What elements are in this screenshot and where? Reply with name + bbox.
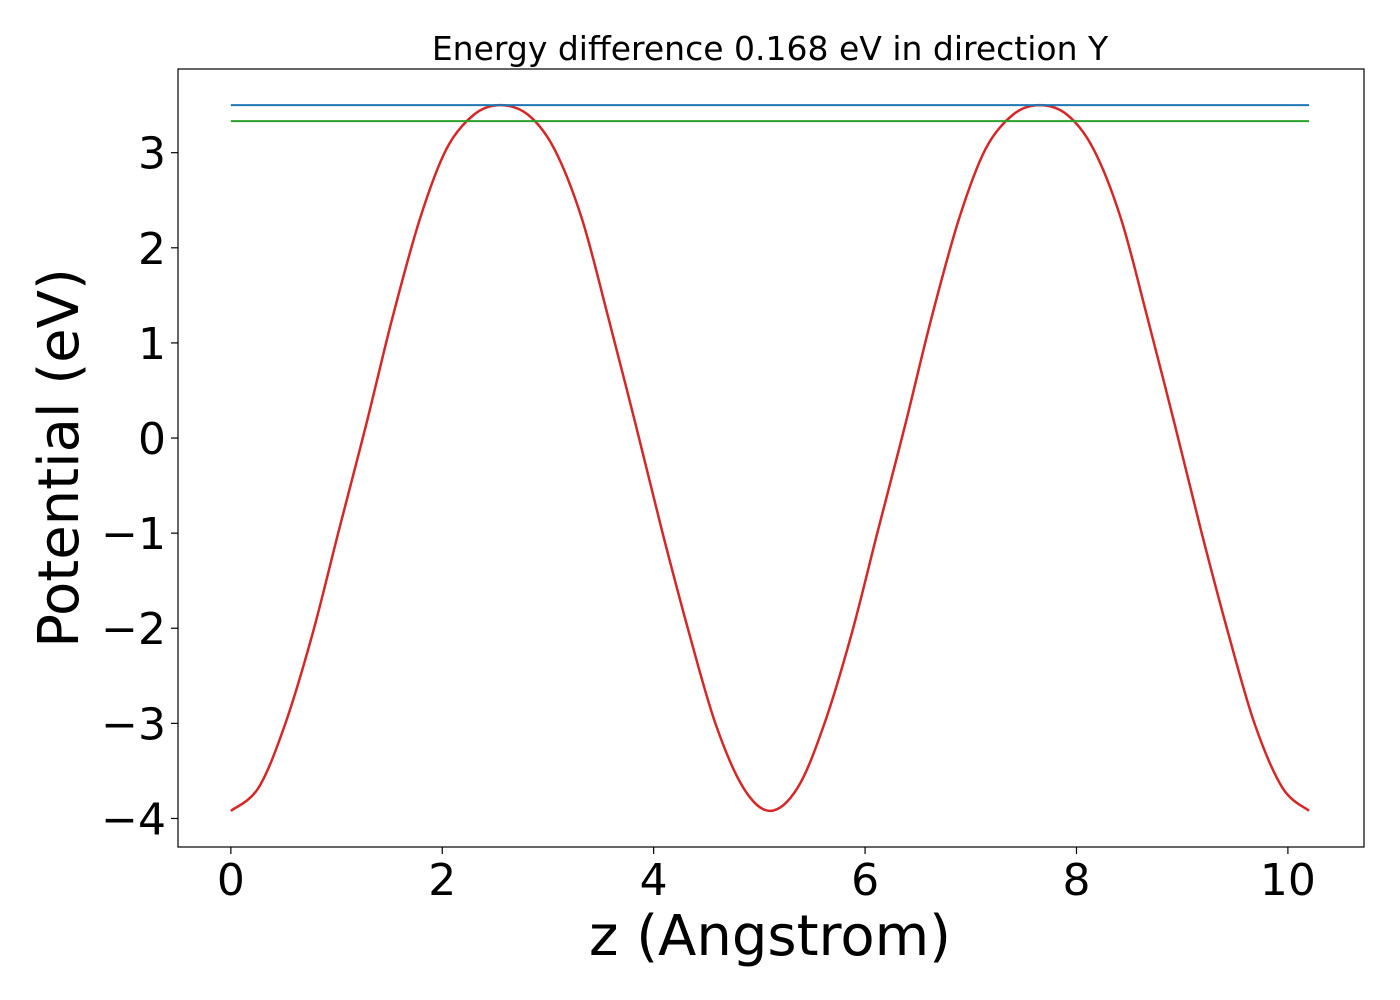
y-tick-label: −4 (101, 794, 166, 845)
y-tick-label: −2 (101, 604, 166, 655)
x-tick-label: 6 (851, 855, 879, 906)
x-tick-label: 10 (1260, 855, 1316, 906)
x-tick-label: 2 (428, 855, 456, 906)
y-tick-label: 2 (138, 224, 166, 275)
x-axis-label: z (Angstrom) (589, 904, 951, 969)
potential-curve (230, 103, 1310, 813)
axis-ticks: 0 2 4 6 8 10 −4 −3 −2 −1 0 1 2 3 (101, 129, 1316, 906)
y-tick-label: −1 (101, 509, 166, 560)
y-tick-label: 0 (138, 414, 166, 465)
y-tick-label: −3 (101, 699, 166, 750)
axes-frame (177, 68, 1365, 848)
chart-title: Energy difference 0.168 eV in direction … (432, 29, 1109, 68)
plot-area (230, 103, 1310, 813)
y-tick-label: 3 (138, 129, 166, 180)
x-tick-label: 0 (217, 855, 245, 906)
y-tick-label: 1 (138, 319, 166, 370)
x-tick-label: 4 (640, 855, 668, 906)
x-tick-label: 8 (1062, 855, 1090, 906)
y-axis-label: Potential (eV) (27, 268, 92, 648)
